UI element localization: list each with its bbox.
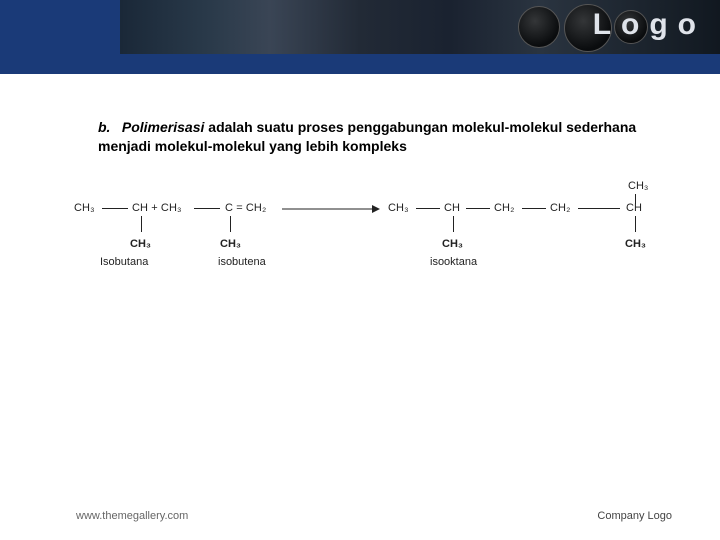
diag-s4: CH₃ <box>388 202 409 214</box>
diag-s6: CH₂ <box>494 202 514 214</box>
diag-bond-4 <box>466 208 490 209</box>
diag-s2: CH + CH₃ <box>132 202 182 214</box>
diag-s1: CH₃ <box>74 202 95 214</box>
logo-text: Logo <box>593 8 706 42</box>
footer: www.themegallery.com Company Logo <box>0 510 720 522</box>
footer-url: www.themegallery.com <box>76 510 188 522</box>
chemical-diagram: CH₃ CH₃ CH + CH₃ C = CH₂ CH₃ CH CH₂ CH₂ … <box>70 178 680 298</box>
diag-vbond-a <box>141 216 142 232</box>
footer-company: Company Logo <box>597 510 672 522</box>
list-marker: b. <box>98 118 118 137</box>
diag-r3c: CH₃ <box>442 238 463 250</box>
diag-vbond-d <box>635 216 636 232</box>
definition-text: b. Polimerisasi adalah suatu proses peng… <box>98 118 668 156</box>
diag-r3b: CH₃ <box>220 238 241 250</box>
diag-label-isooktana: isooktana <box>430 256 477 268</box>
diag-s7: CH₂ <box>550 202 570 214</box>
diag-r3a: CH₃ <box>130 238 151 250</box>
diag-vbond-c <box>453 216 454 232</box>
diag-label-isobutena: isobutena <box>218 256 266 268</box>
diag-bond-1 <box>102 208 128 209</box>
diag-bond-3 <box>416 208 440 209</box>
content-body: b. Polimerisasi adalah suatu proses peng… <box>98 118 668 156</box>
diag-bond-5 <box>522 208 546 209</box>
arrow-icon <box>282 203 380 215</box>
diag-label-isobutana: Isobutana <box>100 256 148 268</box>
banner-left-block <box>0 0 120 74</box>
diag-bond-6 <box>578 208 620 209</box>
diag-s3: C = CH₂ <box>225 202 266 214</box>
diag-s8: CH <box>626 202 642 214</box>
banner-bottom-strip <box>120 54 720 74</box>
diag-r3d: CH₃ <box>625 238 646 250</box>
diag-s5: CH <box>444 202 460 214</box>
term: Polimerisasi <box>122 119 205 135</box>
diag-top-ch3: CH₃ <box>628 180 648 192</box>
diag-bond-2 <box>194 208 220 209</box>
header-banner: Logo <box>0 0 720 74</box>
diag-vbond-b <box>230 216 231 232</box>
